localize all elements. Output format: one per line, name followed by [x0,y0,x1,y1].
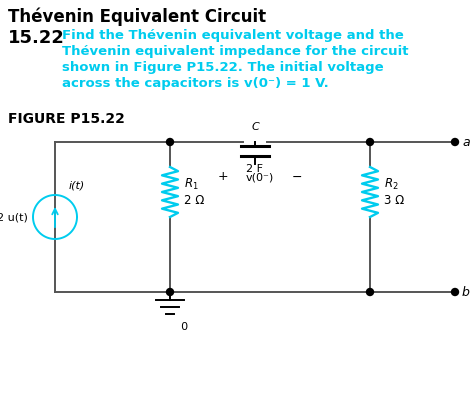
Text: $R_2$: $R_2$ [384,177,399,192]
Text: 2 u(t): 2 u(t) [0,212,28,222]
Text: 3 Ω: 3 Ω [384,193,404,206]
Text: 2 Ω: 2 Ω [184,193,204,206]
Text: b: b [462,285,470,298]
Text: shown in Figure P15.22. The initial voltage: shown in Figure P15.22. The initial volt… [62,61,383,74]
Text: FIGURE P15.22: FIGURE P15.22 [8,112,125,126]
Text: $R_1$: $R_1$ [184,177,199,192]
Circle shape [166,138,173,145]
Circle shape [166,289,173,295]
Circle shape [366,138,374,145]
Text: C: C [251,122,259,132]
Text: i(t): i(t) [69,180,85,190]
Text: a: a [462,136,470,149]
Circle shape [366,289,374,295]
Text: +: + [218,171,228,184]
Text: Thévenin equivalent impedance for the circuit: Thévenin equivalent impedance for the ci… [62,45,409,58]
Circle shape [452,138,458,145]
Text: across the capacitors is v(0⁻) = 1 V.: across the capacitors is v(0⁻) = 1 V. [62,77,329,90]
Text: 2 F: 2 F [246,164,264,174]
Text: Thévenin Equivalent Circuit: Thévenin Equivalent Circuit [8,7,266,26]
Text: Find the Thévenin equivalent voltage and the: Find the Thévenin equivalent voltage and… [62,29,404,42]
Text: v(0⁻): v(0⁻) [246,172,274,182]
Circle shape [452,289,458,295]
Text: 0: 0 [174,322,188,332]
Text: 15.22: 15.22 [8,29,65,47]
Text: −: − [292,171,302,184]
